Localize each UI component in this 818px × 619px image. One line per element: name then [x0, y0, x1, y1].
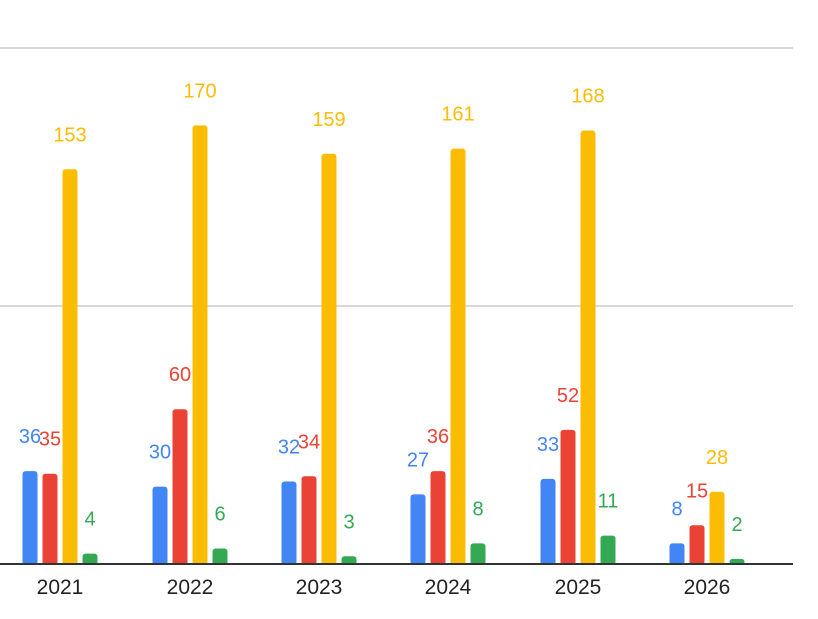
bar-2024-series-4: [470, 543, 486, 565]
data-label-2021-series-2: 35: [39, 429, 61, 451]
data-label-2023-series-1: 32: [278, 436, 300, 458]
x-tick-label-2022: 2022: [167, 576, 214, 599]
bar-2021-series-1: [22, 471, 38, 565]
bar-2023-series-2: [301, 476, 317, 565]
bar-2023-series-1: [281, 481, 297, 565]
bar-2025-series-1: [540, 478, 556, 565]
x-tick-label-2025: 2025: [555, 576, 602, 599]
bar-2022-series-2: [172, 409, 188, 565]
data-label-2025-series-3: 168: [571, 86, 604, 108]
data-label-2026-series-1: 8: [671, 498, 682, 520]
x-tick-label-2023: 2023: [296, 576, 343, 599]
bar-2021-series-2: [42, 473, 58, 565]
data-label-2026-series-2: 15: [686, 480, 708, 502]
bar-2025-series-2: [560, 429, 576, 565]
data-label-2022-series-4: 6: [214, 504, 225, 526]
x-tick-label-2021: 2021: [37, 576, 84, 599]
bar-2024-series-2: [430, 471, 446, 565]
data-label-2024-series-1: 27: [407, 449, 429, 471]
data-label-2024-series-2: 36: [427, 426, 449, 448]
data-labels: 3635153430601706323415932736161833521681…: [19, 80, 743, 535]
data-label-2025-series-1: 33: [537, 434, 559, 456]
bar-2022-series-1: [152, 486, 168, 565]
data-label-2025-series-2: 52: [557, 385, 579, 407]
bar-2022-series-3: [192, 125, 208, 566]
data-label-2026-series-4: 2: [731, 514, 742, 536]
data-label-2023-series-2: 34: [298, 431, 320, 453]
x-tick-label-2024: 2024: [425, 576, 472, 599]
bar-2025-series-4: [600, 535, 616, 565]
data-label-2026-series-3: 28: [706, 447, 728, 469]
x-tick-label-2026: 2026: [684, 576, 731, 599]
bar-2026-series-2: [689, 525, 705, 565]
bar-2026-series-1: [669, 543, 685, 565]
bar-2023-series-4: [341, 556, 357, 565]
data-label-2025-series-4: 11: [598, 491, 619, 513]
bar-2024-series-3: [450, 148, 466, 565]
data-label-2021-series-3: 153: [53, 124, 86, 146]
bar-2024-series-1: [410, 494, 426, 565]
bar-2021-series-4: [82, 553, 98, 565]
data-label-2022-series-2: 60: [169, 364, 191, 386]
x-axis-labels: 2021 2022 2023 2024 2025 2026: [37, 576, 731, 599]
bar-2022-series-4: [212, 548, 228, 565]
bar-2025-series-3: [580, 130, 596, 565]
data-label-2024-series-3: 161: [441, 104, 474, 126]
bar-2021-series-3: [62, 169, 78, 565]
data-label-2022-series-3: 170: [183, 80, 216, 102]
data-label-2024-series-4: 8: [472, 498, 483, 520]
gridlines: [0, 47, 793, 307]
data-label-2023-series-3: 159: [312, 109, 345, 131]
data-label-2021-series-1: 36: [19, 426, 41, 448]
data-label-2021-series-4: 4: [84, 509, 95, 531]
bars: [22, 125, 745, 566]
bar-2026-series-3: [709, 491, 725, 565]
bar-2023-series-3: [321, 153, 337, 565]
data-label-2023-series-4: 3: [343, 511, 354, 533]
data-label-2022-series-1: 30: [149, 442, 171, 464]
